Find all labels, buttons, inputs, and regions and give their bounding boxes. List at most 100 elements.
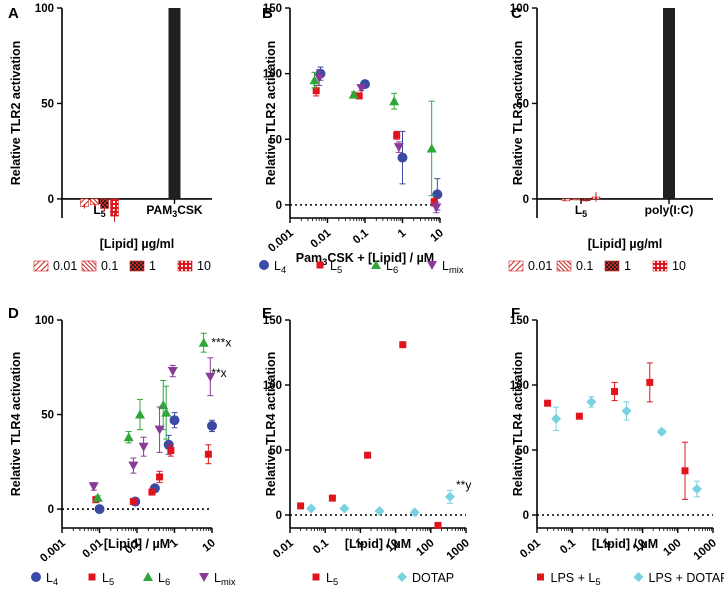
x-axis-title: [Lipid] / µM bbox=[104, 537, 170, 551]
data-point bbox=[339, 503, 350, 514]
data-point bbox=[691, 484, 702, 494]
annotation: ***x bbox=[211, 336, 231, 350]
data-point bbox=[314, 73, 325, 83]
y-tick-label: 150 bbox=[263, 315, 282, 327]
data-point bbox=[397, 152, 408, 163]
x-tick-label: 0.01 bbox=[271, 537, 296, 561]
data-point bbox=[611, 388, 619, 395]
data-point bbox=[167, 367, 178, 377]
category-label: poly(I:C) bbox=[645, 203, 694, 217]
x-tick-label: 1 bbox=[396, 227, 409, 241]
x-tick-label: 1000 bbox=[445, 537, 472, 563]
data-point bbox=[656, 426, 667, 437]
legend-label: L6 bbox=[386, 259, 398, 275]
y-tick-label: 100 bbox=[510, 380, 529, 392]
data-point bbox=[426, 143, 437, 153]
y-axis-title: Relative TLR4 activation bbox=[264, 352, 278, 497]
legend-swatch bbox=[652, 260, 668, 272]
x-axis-title: [Lipid] µg/ml bbox=[100, 237, 175, 251]
y-tick-label: 100 bbox=[510, 3, 529, 15]
data-point bbox=[399, 341, 407, 349]
legend-label: L6 bbox=[158, 571, 170, 587]
x-tick-label: 0.1 bbox=[311, 537, 331, 557]
legend: L4 L5 L6 Lmix bbox=[259, 259, 464, 275]
data-point bbox=[544, 399, 552, 407]
y-tick-label: 100 bbox=[35, 315, 54, 327]
y-axis-title: Relative TLR4 activation bbox=[511, 352, 525, 497]
data-point bbox=[297, 502, 305, 510]
annotation: **y bbox=[456, 478, 471, 492]
legend-label: L4 bbox=[274, 259, 286, 275]
y-axis-title: Relative TLR2 activation bbox=[9, 41, 23, 186]
data-point bbox=[681, 467, 689, 475]
legend-label: 1 bbox=[149, 259, 156, 273]
legend-marker bbox=[397, 572, 407, 582]
y-tick-label: 0 bbox=[276, 200, 282, 212]
legend-marker bbox=[427, 261, 437, 270]
legend-marker bbox=[312, 573, 320, 581]
data-point bbox=[374, 506, 385, 517]
x-tick-label: 0.01 bbox=[309, 227, 334, 251]
legend-marker bbox=[633, 572, 644, 582]
data-point bbox=[134, 409, 145, 419]
x-axis-title: Pam3CSK + [Lipid] / µM bbox=[296, 251, 434, 267]
panel-label: E bbox=[262, 305, 272, 322]
data-point bbox=[348, 89, 359, 99]
legend-marker bbox=[371, 260, 381, 269]
category-label: L5 bbox=[93, 203, 105, 219]
data-point bbox=[306, 503, 317, 514]
legend-label: 10 bbox=[197, 259, 211, 273]
data-point bbox=[575, 412, 583, 420]
data-point bbox=[161, 407, 172, 417]
data-point bbox=[309, 75, 320, 85]
legend-marker bbox=[31, 572, 41, 582]
data-point bbox=[434, 521, 442, 529]
y-axis-title: Relative TLR4 activation bbox=[9, 352, 23, 497]
data-point bbox=[646, 378, 654, 386]
data-point bbox=[198, 337, 209, 347]
legend-label: DOTAP bbox=[412, 571, 454, 585]
chart-panel-a: A 0 50 100 Relative TLR2 activation L5 PAM3CSK… bbox=[8, 3, 212, 273]
data-point bbox=[154, 425, 165, 435]
x-tick-label: 1000 bbox=[692, 537, 719, 563]
data-point bbox=[128, 461, 139, 471]
chart-panel-f: F 0 50 100 150 Relative TLR4 activation 0.01 0.… bbox=[510, 305, 724, 587]
legend-swatch bbox=[129, 260, 145, 272]
x-axis-title: [Lipid] / µM bbox=[592, 537, 658, 551]
x-tick-label: 100 bbox=[414, 537, 436, 559]
legend: 0.01 0.1 1 10 bbox=[33, 259, 211, 273]
annotation: **x bbox=[211, 366, 226, 380]
data-point bbox=[356, 84, 367, 94]
legend-swatch bbox=[604, 260, 620, 272]
x-tick-label: 0.1 bbox=[351, 227, 371, 247]
legend-label: Lmix bbox=[214, 571, 236, 587]
y-axis-title: Relative TLR3 activation bbox=[511, 41, 525, 186]
legend-label: 0.01 bbox=[53, 259, 77, 273]
data-point bbox=[156, 473, 164, 481]
data-point bbox=[148, 488, 156, 496]
legend-marker bbox=[143, 572, 153, 581]
data-point bbox=[586, 396, 597, 407]
data-point bbox=[444, 491, 455, 502]
data-point bbox=[364, 451, 372, 459]
data-point bbox=[138, 442, 149, 452]
x-tick-label: 0.001 bbox=[266, 227, 296, 255]
panel-label: F bbox=[511, 305, 520, 322]
y-tick-label: 100 bbox=[263, 69, 282, 81]
category-label: PAM3CSK bbox=[146, 203, 202, 219]
y-tick-label: 50 bbox=[269, 134, 282, 146]
data-point bbox=[204, 450, 212, 458]
legend-marker bbox=[199, 573, 209, 582]
legend-marker bbox=[259, 260, 269, 270]
legend-marker bbox=[316, 261, 324, 269]
y-tick-label: 0 bbox=[48, 194, 54, 206]
data-point bbox=[129, 498, 137, 506]
legend-swatch bbox=[33, 260, 49, 272]
data-point bbox=[393, 131, 401, 139]
legend-label: L5 bbox=[330, 259, 342, 275]
x-tick-label: 0.01 bbox=[518, 537, 543, 561]
data-point bbox=[431, 203, 442, 213]
legend-label: 10 bbox=[672, 259, 686, 273]
chart-panel-d: D 0 50 100 Relative TLR4 activation 0.001 0.01… bbox=[8, 305, 236, 587]
